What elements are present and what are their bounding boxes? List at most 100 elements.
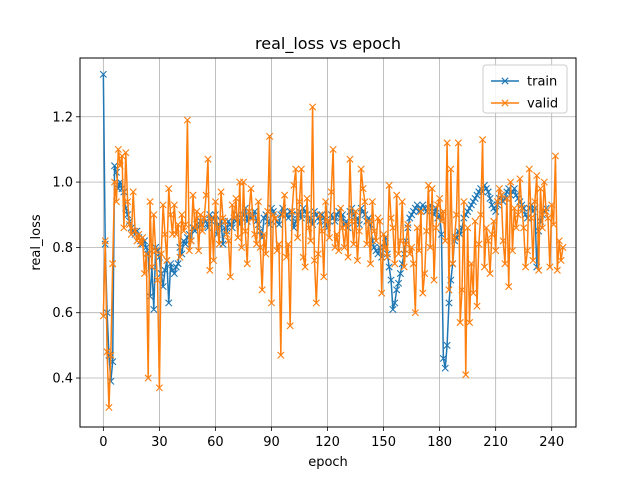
data-point-valid <box>340 243 348 251</box>
grid-lines <box>80 58 576 427</box>
axes-frame <box>79 57 577 428</box>
data-point-valid <box>288 207 296 216</box>
data-point-valid <box>329 145 337 154</box>
chart-title: real_loss vs epoch <box>255 34 401 54</box>
data-point-valid <box>351 207 360 216</box>
data-point-valid <box>239 178 248 186</box>
data-point-valid <box>161 230 169 238</box>
data-point-valid <box>137 240 145 248</box>
data-point-train <box>110 162 119 170</box>
data-point-valid <box>366 260 375 268</box>
data-point-valid <box>353 256 362 265</box>
x-tick-label: 150 <box>371 435 396 450</box>
data-point-valid <box>422 227 431 235</box>
data-point-valid <box>480 263 489 271</box>
data-point-valid <box>170 201 178 209</box>
data-point-valid <box>471 217 479 225</box>
legend-box <box>482 64 568 114</box>
y-tick-label: 1.0 <box>52 176 73 191</box>
data-point-train <box>161 266 169 274</box>
data-point-valid <box>415 247 423 255</box>
plot-series <box>99 70 567 411</box>
data-point-valid <box>479 136 487 144</box>
data-point-valid <box>450 234 459 242</box>
data-point-train <box>445 299 453 307</box>
data-point-valid <box>533 171 541 180</box>
data-point-valid <box>234 234 242 242</box>
data-point-valid <box>531 198 539 206</box>
data-point-valid <box>172 230 180 238</box>
data-point-valid <box>402 240 410 248</box>
data-point-valid <box>490 217 498 225</box>
data-point-valid <box>146 198 154 206</box>
data-point-train <box>406 214 414 222</box>
data-point-valid <box>477 211 485 219</box>
x-tick-label: 180 <box>427 435 452 450</box>
data-point-train <box>464 207 472 216</box>
data-point-valid <box>540 178 548 186</box>
data-point-valid <box>497 191 505 199</box>
data-point-train <box>238 214 246 222</box>
data-point-valid <box>99 312 107 320</box>
data-point-valid <box>475 240 483 248</box>
data-point-valid <box>544 214 552 222</box>
data-point-valid <box>417 207 425 216</box>
data-point-valid <box>217 188 225 196</box>
data-point-valid <box>456 318 464 327</box>
y-axis-label: real_loss <box>29 214 44 270</box>
data-point-valid <box>454 139 462 147</box>
data-point-train <box>389 305 397 314</box>
data-point-valid <box>292 165 300 173</box>
data-point-valid <box>385 181 393 189</box>
data-point-valid <box>510 204 518 212</box>
data-point-valid <box>357 165 365 173</box>
legend-label-valid: valid <box>527 97 558 112</box>
data-point-valid <box>437 217 446 225</box>
data-point-valid <box>152 247 160 255</box>
data-point-valid <box>232 194 240 203</box>
data-point-valid <box>323 217 332 225</box>
data-point-train <box>441 364 449 372</box>
data-point-valid <box>189 191 197 199</box>
data-point-valid <box>514 211 522 219</box>
data-point-valid <box>462 371 470 379</box>
data-point-valid <box>243 260 251 268</box>
data-point-valid <box>213 224 221 232</box>
y-tick-label: 1.2 <box>52 110 73 125</box>
data-point-valid <box>120 224 128 232</box>
data-point-valid <box>109 260 117 268</box>
x-tick-label: 210 <box>483 435 508 450</box>
x-tick-label: 30 <box>151 435 168 450</box>
x-tick-label: 120 <box>315 435 340 450</box>
data-point-valid <box>368 198 376 206</box>
data-point-valid <box>400 263 408 271</box>
data-point-valid <box>198 227 206 235</box>
data-point-valid <box>305 224 313 232</box>
legend: train valid <box>482 64 568 114</box>
data-point-valid <box>549 220 558 229</box>
data-point-valid <box>370 227 378 235</box>
data-point-valid <box>327 188 335 196</box>
data-point-valid <box>241 227 249 235</box>
x-tick-label: 90 <box>263 435 280 450</box>
data-point-train <box>165 299 173 307</box>
data-point-train <box>150 305 158 314</box>
data-point-valid <box>163 256 171 265</box>
data-point-valid <box>536 185 545 193</box>
data-point-valid <box>309 103 317 111</box>
data-point-valid <box>529 256 537 265</box>
data-point-valid <box>495 185 503 193</box>
data-point-valid <box>280 191 289 199</box>
data-point-valid <box>112 198 121 206</box>
data-point-valid <box>208 214 216 222</box>
data-point-valid <box>538 224 546 232</box>
data-point-valid <box>107 351 115 359</box>
data-point-valid <box>226 273 234 281</box>
data-point-valid <box>542 207 550 216</box>
data-point-valid <box>294 234 302 242</box>
data-point-train <box>467 201 475 209</box>
data-point-train <box>221 224 229 232</box>
data-point-valid <box>465 318 474 327</box>
data-point-valid <box>406 250 414 258</box>
